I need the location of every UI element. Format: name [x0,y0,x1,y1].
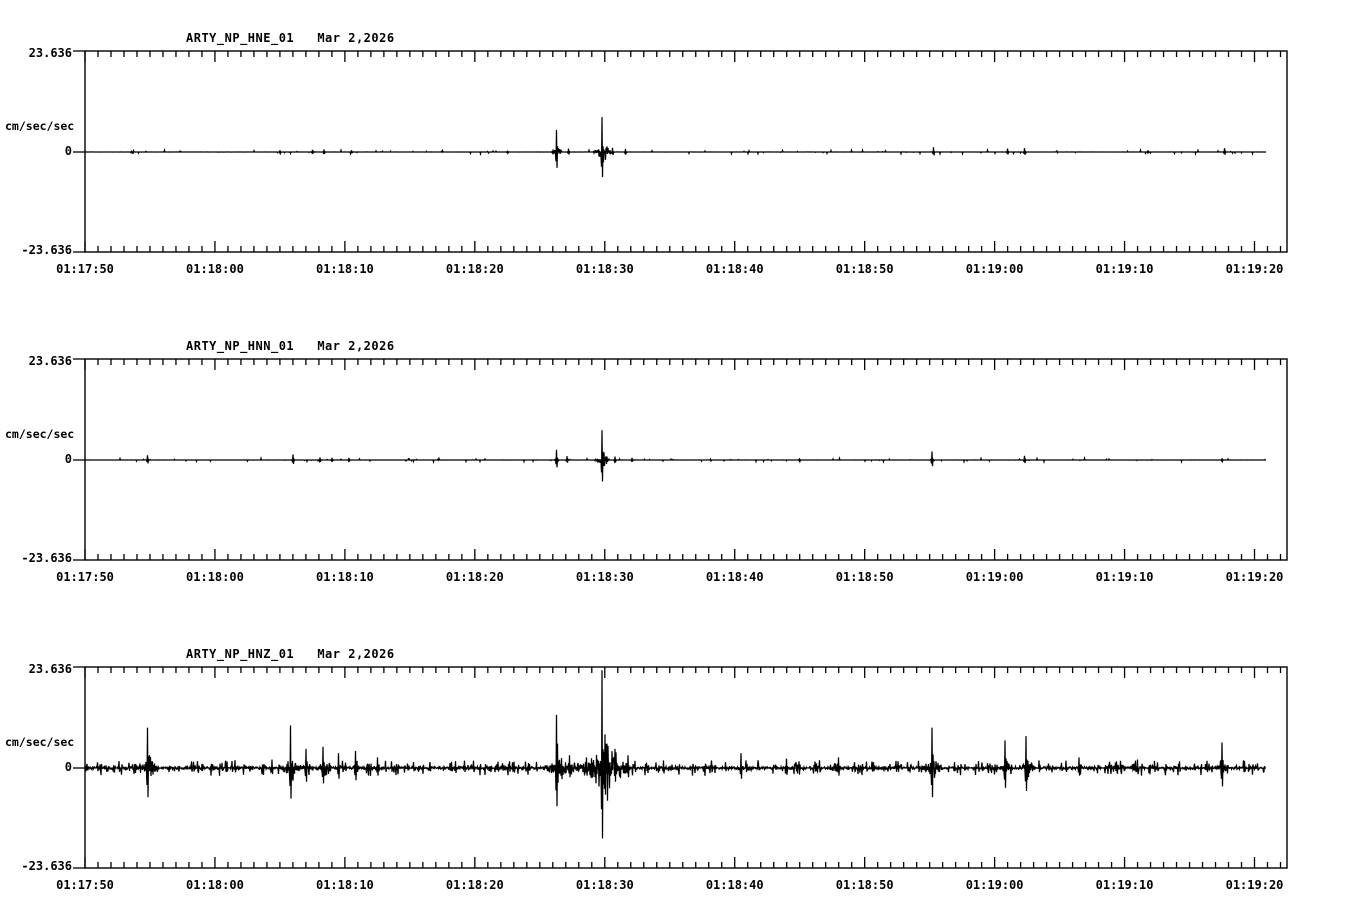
y-axis-unit-label-hne: cm/sec/sec [5,119,75,133]
x-tick-label: 01:18:10 [315,878,374,892]
y-axis-mid-label-hnz: 0 [64,760,72,774]
x-tick-label: 01:18:30 [575,262,634,276]
plot-frame-hnz [73,666,1288,869]
y-axis-unit-label-hnz: cm/sec/sec [5,735,75,749]
x-tick-label: 01:19:20 [1225,262,1284,276]
x-tick-label: 01:18:00 [186,570,244,584]
y-axis-min-label-hnz: -23.636 [21,859,72,873]
plot-title-hne: ARTY_NP_HNE_01 Mar 2,2026 [186,31,395,45]
x-tick-label: 01:18:20 [445,570,504,584]
x-tick-label: 01:19:10 [1095,262,1154,276]
x-tick-label: 01:17:50 [56,262,114,276]
x-tick-label: 01:18:40 [705,570,764,584]
y-axis-min-label-hne: -23.636 [21,243,72,257]
x-tick-label: 01:18:40 [705,878,764,892]
x-tick-label: 01:18:10 [315,262,374,276]
x-tick-label: 01:19:20 [1225,570,1284,584]
x-tick-label: 01:18:50 [835,262,894,276]
x-tick-label: 01:18:00 [186,262,244,276]
y-axis-min-label-hnn: -23.636 [21,551,72,565]
plot-title-hnz: ARTY_NP_HNZ_01 Mar 2,2026 [186,647,395,661]
y-axis-mid-label-hnn: 0 [64,452,72,466]
plot-frame-hnn [73,358,1288,561]
waveform-trace [85,430,1266,482]
x-tick-label: 01:18:00 [186,878,244,892]
x-tick-label: 01:18:30 [575,878,634,892]
panel-hnn: ARTY_NP_HNN_01 Mar 2,2026 23.636 cm/sec/… [0,308,1358,608]
y-axis-max-label-hnn: 23.636 [28,354,72,368]
x-tick-label: 01:19:00 [965,262,1024,276]
waveform-trace [84,117,1267,178]
x-tick-label: 01:18:30 [575,570,634,584]
panel-hnz: ARTY_NP_HNZ_01 Mar 2,2026 23.636 cm/sec/… [0,616,1358,924]
y-axis-unit-label-hnn: cm/sec/sec [5,427,75,441]
y-axis-max-label-hnz: 23.636 [28,662,72,676]
x-tick-label: 01:19:00 [965,570,1024,584]
y-axis-max-label-hne: 23.636 [28,46,72,60]
x-tick-label: 01:18:50 [835,878,894,892]
x-tick-label: 01:19:10 [1095,878,1154,892]
x-tick-label: 01:17:50 [56,878,114,892]
plot-frame-hne [73,50,1288,253]
x-tick-label: 01:18:20 [445,878,504,892]
y-axis-mid-label-hne: 0 [64,144,72,158]
x-tick-label: 01:18:40 [705,262,764,276]
x-tick-label: 01:17:50 [56,570,114,584]
panel-hne: ARTY_NP_HNE_01 Mar 2,2026 23.636 cm/sec/… [0,0,1358,300]
x-tick-label: 01:19:10 [1095,570,1154,584]
x-tick-label: 01:18:10 [315,570,374,584]
x-tick-label: 01:18:20 [445,262,504,276]
x-tick-label: 01:19:00 [965,878,1024,892]
waveform-trace [84,670,1267,839]
x-tick-label: 01:18:50 [835,570,894,584]
x-tick-label: 01:19:20 [1225,878,1284,892]
plot-title-hnn: ARTY_NP_HNN_01 Mar 2,2026 [186,339,395,353]
